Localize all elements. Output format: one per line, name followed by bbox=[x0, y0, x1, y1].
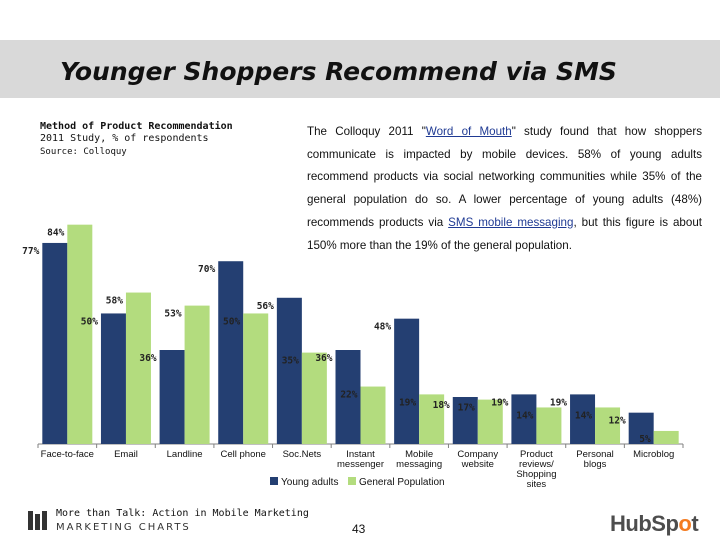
general-population-value-label: 5% bbox=[639, 434, 651, 445]
young-adults-value-label: 70% bbox=[198, 264, 215, 275]
general-population-value-label: 53% bbox=[164, 309, 181, 320]
x-category-label: Email bbox=[114, 449, 138, 460]
description-text-3: , but this figure is about 150% more tha… bbox=[307, 215, 702, 252]
young-adults-value-label: 36% bbox=[139, 353, 156, 364]
young-adults-value-label: 19% bbox=[491, 397, 508, 408]
young-adults-bar bbox=[218, 261, 244, 444]
young-adults-value-label: 12% bbox=[609, 416, 626, 427]
young-adults-value-label: 48% bbox=[374, 322, 391, 333]
x-category-label: Instant messenger bbox=[337, 449, 384, 470]
young-adults-value-label: 36% bbox=[315, 353, 332, 364]
x-category-label: Soc.Nets bbox=[283, 449, 322, 460]
general-population-bar bbox=[67, 224, 93, 444]
x-category-label: Landline bbox=[167, 449, 203, 460]
young-adults-value-label: 19% bbox=[550, 397, 567, 408]
legend-label-general-population: General Population bbox=[359, 477, 445, 488]
title-band bbox=[0, 40, 720, 98]
chart-title: Method of Product Recommendation bbox=[40, 121, 233, 132]
description-paragraph: The Colloquy 2011 "Word of Mouth" study … bbox=[307, 121, 702, 257]
general-population-bar bbox=[360, 386, 386, 444]
young-adults-bar bbox=[511, 394, 537, 444]
young-adults-value-label: 77% bbox=[22, 246, 39, 257]
general-population-bar bbox=[125, 292, 151, 444]
general-population-value-label: 22% bbox=[340, 390, 357, 401]
general-population-bar bbox=[301, 352, 327, 444]
young-adults-bar bbox=[159, 350, 185, 444]
young-adults-bar bbox=[452, 397, 478, 444]
general-population-value-label: 58% bbox=[106, 296, 123, 307]
general-population-value-label: 14% bbox=[575, 410, 592, 421]
general-population-bar bbox=[595, 407, 621, 444]
page-number: 43 bbox=[352, 522, 366, 536]
description-text-2: " study found that how shoppers communic… bbox=[307, 125, 703, 229]
young-adults-bar bbox=[570, 394, 596, 444]
footer-title: More than Talk: Action in Mobile Marketi… bbox=[56, 508, 309, 519]
x-category-label: Product reviews/Shopping sites bbox=[516, 449, 556, 490]
young-adults-value-label: 56% bbox=[257, 301, 274, 312]
legend-swatch-general-population bbox=[348, 477, 356, 485]
legend-label-young-adults: Young adults bbox=[281, 477, 338, 488]
general-population-bar bbox=[653, 430, 679, 444]
x-category-label: Cell phone bbox=[221, 449, 266, 460]
sms-mobile-messaging-link[interactable]: SMS mobile messaging bbox=[448, 215, 574, 229]
young-adults-bar bbox=[394, 318, 420, 444]
young-adults-value-label: 18% bbox=[433, 400, 450, 411]
general-population-value-label: 84% bbox=[47, 228, 64, 239]
young-adults-bar bbox=[335, 350, 361, 444]
logo-text-b: o bbox=[678, 511, 692, 536]
chart-source: Source: Colloquy bbox=[40, 147, 127, 157]
general-population-value-label: 50% bbox=[223, 316, 240, 327]
chart-subtitle: 2011 Study, % of respondents bbox=[40, 133, 209, 144]
marketing-charts-logo-icon bbox=[28, 511, 47, 530]
legend-swatch-young-adults bbox=[270, 477, 278, 485]
general-population-value-label: 14% bbox=[516, 410, 533, 421]
hubspot-logo: HubSpot bbox=[610, 511, 699, 537]
young-adults-bar bbox=[42, 242, 68, 444]
x-category-label: Personal blogs bbox=[576, 449, 614, 470]
x-category-label: Mobile messaging bbox=[396, 449, 442, 470]
general-population-bar bbox=[419, 394, 445, 444]
young-adults-bar bbox=[276, 297, 302, 444]
general-population-value-label: 17% bbox=[458, 403, 475, 414]
general-population-bar bbox=[184, 305, 210, 444]
general-population-bar bbox=[536, 407, 562, 444]
young-adults-bar bbox=[100, 313, 126, 444]
word-of-mouth-link[interactable]: Word of Mouth bbox=[425, 125, 512, 138]
footer-brand: MARKETING CHARTS bbox=[56, 522, 191, 533]
young-adults-value-label: 50% bbox=[81, 316, 98, 327]
general-population-bar bbox=[243, 313, 269, 444]
x-category-label: Company website bbox=[457, 449, 498, 470]
description-text-1: The Colloquy 2011 " bbox=[307, 125, 426, 138]
general-population-value-label: 19% bbox=[399, 397, 416, 408]
bar-chart: 77% 84% Face-to-face 50% 58% Email 36% 53% Landl… bbox=[22, 224, 684, 490]
logo-text-c: t bbox=[691, 511, 699, 536]
young-adults-bar bbox=[628, 412, 654, 444]
general-population-bar bbox=[477, 399, 503, 444]
general-population-value-label: 35% bbox=[282, 356, 299, 367]
slide-title: Younger Shoppers Recommend via SMS bbox=[60, 57, 617, 86]
x-category-label: Microblog bbox=[633, 449, 674, 460]
x-category-label: Face-to-face bbox=[41, 449, 94, 460]
logo-text-a: HubSp bbox=[610, 511, 679, 536]
